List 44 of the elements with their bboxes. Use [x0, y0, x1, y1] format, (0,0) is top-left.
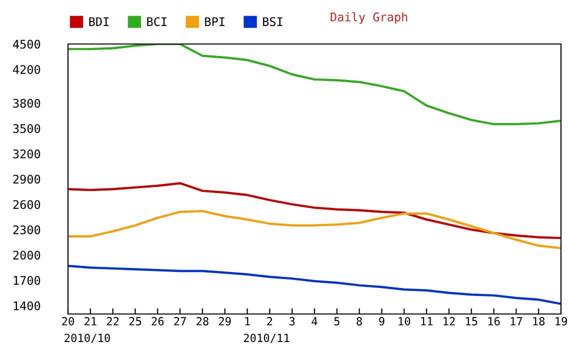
x-tick-label: 10	[398, 317, 410, 326]
line-series	[68, 210, 561, 250]
y-tick-label: 1400	[14, 301, 40, 310]
x-tick-label: 25	[129, 317, 142, 326]
x-tick-label: 2	[267, 317, 272, 326]
x-tick-label: 3	[289, 317, 295, 326]
x-tick-label: 18	[533, 317, 545, 326]
y-tick-label: 2000	[13, 250, 40, 260]
x-tick-label: 1	[245, 317, 250, 326]
y-tick-label: 4200	[13, 65, 40, 74]
text: 2010/11	[244, 334, 290, 343]
x-tick-label: 11	[421, 317, 432, 326]
y-tick-label: 3200	[13, 149, 40, 158]
x-tick-label: 12	[444, 317, 455, 326]
x-tick-label: 4	[312, 317, 318, 326]
legend-label: BSI	[263, 17, 282, 26]
x-tick-label: 22	[106, 317, 119, 326]
y-tick-label: 3500	[13, 124, 40, 134]
x-tick-label: 21	[84, 317, 96, 326]
x-tick-label: 5	[334, 317, 340, 326]
line-series	[68, 264, 561, 305]
legend-label: BCI	[147, 17, 166, 26]
x-tick-label: 8	[356, 317, 362, 326]
x-tick-label: 9	[379, 317, 384, 326]
x-tick-label: 17	[510, 317, 522, 326]
x-tick-label: 19	[556, 317, 567, 326]
legend-label: BPI	[205, 17, 224, 26]
y-tick-label: 2600	[13, 200, 40, 209]
y-tick-label: 1700	[14, 276, 40, 285]
x-tick-label: 26	[152, 317, 164, 326]
y-tick-label: 2900	[13, 174, 40, 184]
line-series	[68, 182, 561, 240]
chart-title: Daily Graph	[330, 12, 408, 24]
x-tick-label: 16	[488, 317, 500, 326]
x-tick-label: 27	[174, 317, 186, 326]
y-tick-label: 2300	[13, 225, 40, 234]
x-tick-label: 29	[219, 317, 231, 326]
legend-label: BDI	[89, 17, 108, 26]
y-tick-label: 4500	[13, 40, 40, 49]
text: 2010/10	[64, 334, 110, 343]
y-tick-label: 3800	[13, 98, 40, 108]
x-tick-label: 15	[466, 317, 478, 326]
x-tick-label: 28	[196, 317, 208, 326]
x-tick-label: 20	[62, 317, 74, 326]
